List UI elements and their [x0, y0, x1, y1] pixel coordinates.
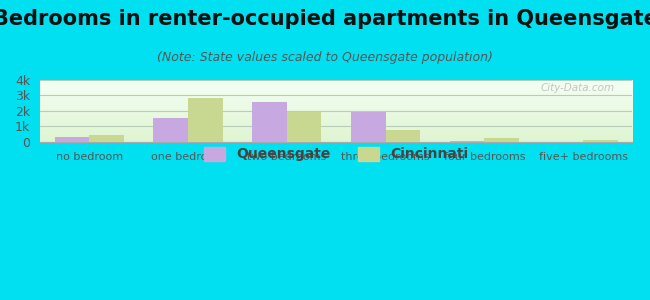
Bar	[188, 98, 222, 142]
Bar	[287, 112, 321, 142]
Text: City-Data.com: City-Data.com	[541, 83, 615, 93]
Bar	[252, 102, 287, 142]
Bar	[450, 141, 484, 142]
Bar	[583, 140, 618, 142]
Text: Bedrooms in renter-occupied apartments in Queensgate: Bedrooms in renter-occupied apartments i…	[0, 9, 650, 29]
Bar	[55, 137, 89, 142]
Text: (Note: State values scaled to Queensgate population): (Note: State values scaled to Queensgate…	[157, 51, 493, 64]
Legend: Queensgate, Cincinnati: Queensgate, Cincinnati	[198, 141, 474, 167]
Bar	[351, 112, 385, 142]
Bar	[385, 130, 420, 142]
Bar	[153, 118, 188, 142]
Bar	[89, 135, 124, 142]
Bar	[484, 138, 519, 142]
